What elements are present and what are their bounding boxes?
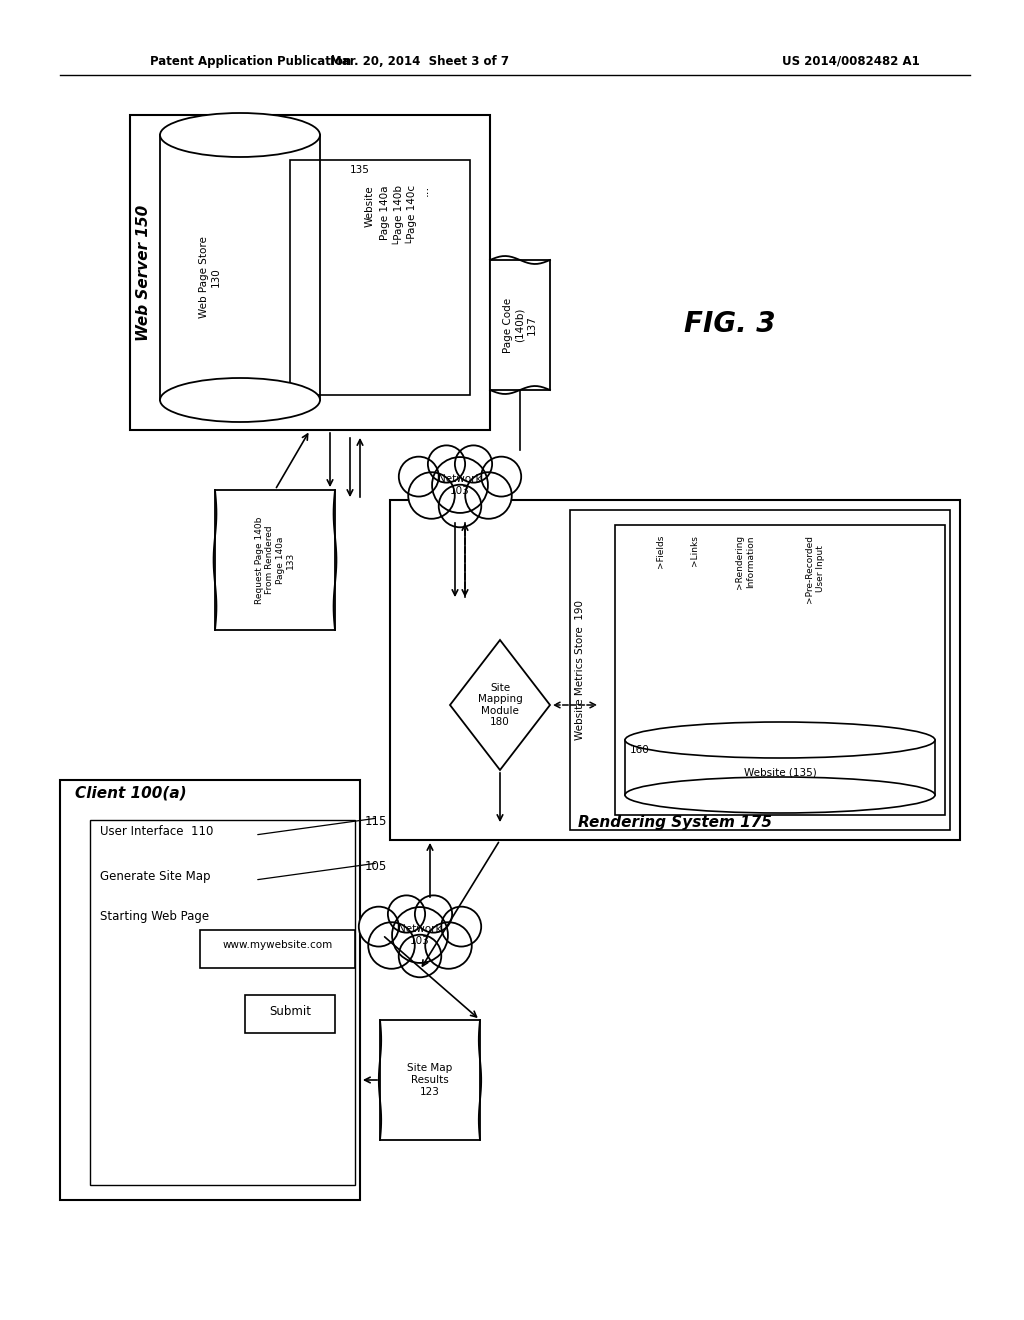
Circle shape xyxy=(428,445,465,483)
Bar xyxy=(625,741,935,795)
Bar xyxy=(90,820,355,1185)
Bar xyxy=(570,510,950,830)
Text: Site
Mapping
Module
180: Site Mapping Module 180 xyxy=(477,682,522,727)
Ellipse shape xyxy=(625,722,935,758)
Bar xyxy=(200,931,355,968)
Text: Submit: Submit xyxy=(269,1005,311,1018)
Circle shape xyxy=(398,457,438,496)
Text: 160: 160 xyxy=(630,744,650,755)
Circle shape xyxy=(441,907,481,946)
Bar xyxy=(390,500,961,840)
Text: Client 100(a): Client 100(a) xyxy=(75,785,186,800)
Circle shape xyxy=(388,895,425,933)
Bar xyxy=(60,780,360,1200)
Text: 115: 115 xyxy=(365,814,387,828)
Text: Website (135): Website (135) xyxy=(743,767,816,777)
Text: Request Page 140b
From Rendered
Page 140a
133: Request Page 140b From Rendered Page 140… xyxy=(255,516,295,603)
Bar xyxy=(215,490,335,630)
Circle shape xyxy=(369,923,415,969)
Bar xyxy=(290,160,470,395)
Text: >Links: >Links xyxy=(690,535,699,566)
Bar xyxy=(380,1020,480,1140)
Bar xyxy=(245,995,335,1034)
Circle shape xyxy=(409,473,455,519)
Circle shape xyxy=(392,907,447,962)
Circle shape xyxy=(432,457,487,513)
Circle shape xyxy=(358,907,398,946)
Text: └Page 140c: └Page 140c xyxy=(406,185,417,246)
Text: ...: ... xyxy=(418,185,430,197)
Text: >Fields: >Fields xyxy=(655,535,665,569)
Text: US 2014/0082482 A1: US 2014/0082482 A1 xyxy=(782,55,920,69)
Text: 105: 105 xyxy=(365,861,387,873)
Text: www.mywebsite.com: www.mywebsite.com xyxy=(222,940,333,950)
Polygon shape xyxy=(450,640,550,770)
Text: Rendering System 175: Rendering System 175 xyxy=(578,814,772,830)
Circle shape xyxy=(425,923,472,969)
Text: Web Page Store
130: Web Page Store 130 xyxy=(200,236,221,318)
Text: └Page 140b: └Page 140b xyxy=(392,185,403,246)
Text: Patent Application Publication: Patent Application Publication xyxy=(150,55,351,69)
Text: >Rendering
Information: >Rendering Information xyxy=(735,535,755,589)
Text: >Pre-Recorded
User Input: >Pre-Recorded User Input xyxy=(805,535,824,603)
Text: User Interface  110: User Interface 110 xyxy=(100,825,213,838)
Text: Website Metrics Store  190: Website Metrics Store 190 xyxy=(575,601,585,741)
Ellipse shape xyxy=(625,777,935,813)
Text: Website: Website xyxy=(365,185,375,227)
Ellipse shape xyxy=(160,114,319,157)
Text: Network
103: Network 103 xyxy=(438,474,482,496)
Text: Network
103: Network 103 xyxy=(398,924,441,946)
Circle shape xyxy=(438,484,481,527)
Bar xyxy=(160,135,319,400)
Circle shape xyxy=(398,935,441,977)
Circle shape xyxy=(465,473,512,519)
Circle shape xyxy=(415,895,453,933)
Text: Mar. 20, 2014  Sheet 3 of 7: Mar. 20, 2014 Sheet 3 of 7 xyxy=(331,55,510,69)
Bar xyxy=(615,525,945,814)
Text: Web Server 150: Web Server 150 xyxy=(136,205,152,341)
Circle shape xyxy=(455,445,493,483)
Text: Site Map
Results
123: Site Map Results 123 xyxy=(408,1064,453,1097)
Circle shape xyxy=(481,457,521,496)
Bar xyxy=(130,115,490,430)
Text: Starting Web Page: Starting Web Page xyxy=(100,909,209,923)
Text: 135: 135 xyxy=(350,165,370,176)
Ellipse shape xyxy=(160,378,319,422)
Text: FIG. 3: FIG. 3 xyxy=(684,310,776,338)
Text: Page Code
(140b)
137: Page Code (140b) 137 xyxy=(504,297,537,352)
Text: Generate Site Map: Generate Site Map xyxy=(100,870,211,883)
Bar xyxy=(490,260,550,389)
Text: Page 140a: Page 140a xyxy=(380,185,390,239)
